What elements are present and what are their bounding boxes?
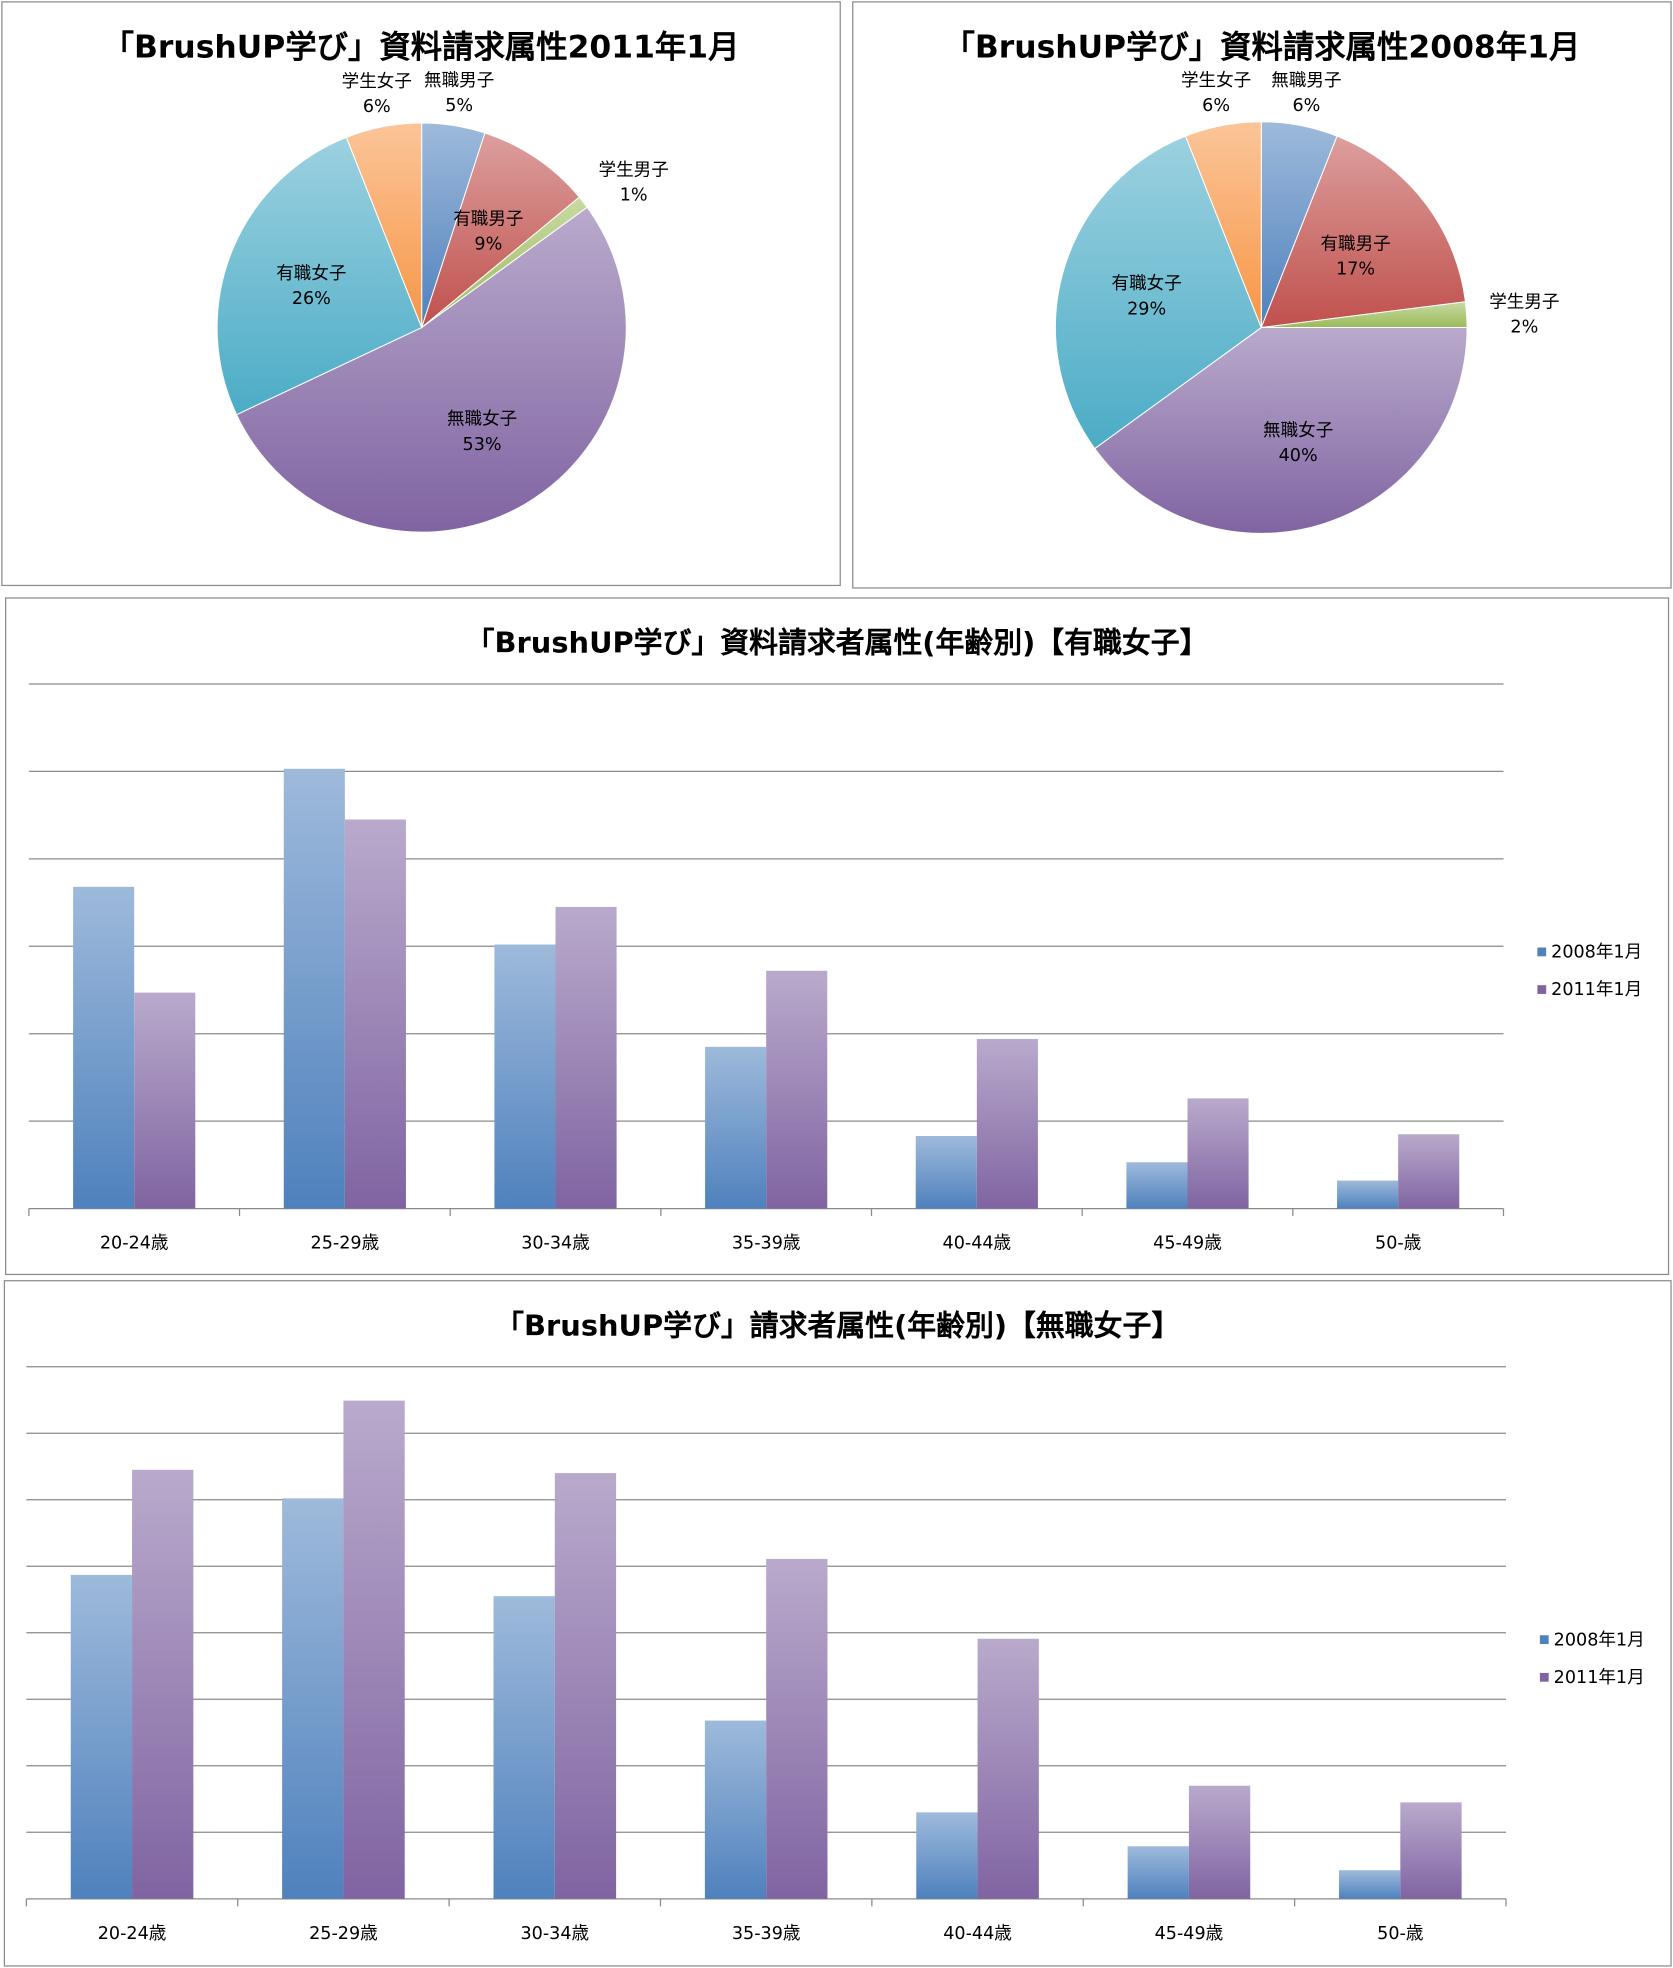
slice-percent: 6% (363, 97, 391, 117)
slice-label: 学生女子 (342, 72, 412, 92)
bar-2011年1月 (1400, 1802, 1462, 1899)
chart-title: 「BrushUP学び」資料請求者属性(年齢別)【有職女子】 (465, 627, 1209, 661)
x-tick-label: 50-歳 (1377, 1924, 1423, 1944)
x-tick-label: 30-34歳 (521, 1234, 590, 1254)
bar-2011年1月 (976, 1038, 1038, 1209)
slice-label: 学生男子 (599, 161, 669, 181)
slice-label: 有職男子 (1320, 234, 1390, 254)
slice-label: 無職女子 (447, 410, 517, 430)
pie-slice (1094, 327, 1468, 534)
bar-2008年1月 (1337, 1180, 1399, 1209)
pie-slice (235, 206, 627, 533)
slice-percent: 53% (463, 435, 502, 455)
legend-swatch (1537, 985, 1547, 994)
x-tick-label: 20-24歳 (100, 1234, 169, 1254)
legend-swatch (1537, 947, 1547, 957)
bar-2011年1月 (766, 970, 828, 1209)
pie-slice (345, 122, 423, 328)
chart-title: 「BrushUP学び」資料請求属性2011年1月 (102, 28, 740, 66)
slice-percent: 26% (292, 289, 331, 309)
bar-2008年1月 (704, 1720, 767, 1899)
bar-2008年1月 (1127, 1846, 1189, 1899)
bar-chart-working-women: 「BrushUP学び」資料請求者属性(年齢別)【有職女子】 20-24歳 25-2… (5, 597, 1670, 1276)
slice-label: 有職男子 (453, 209, 523, 229)
x-tick-label: 25-29歳 (309, 1924, 378, 1944)
bar-plot: 20-24歳 25-29歳 30-34歳 35-39歳 40-44歳 45-49歳 50-歳… (25, 1366, 1645, 1944)
pie-slice (420, 132, 581, 330)
x-tick-label: 20-24歳 (98, 1924, 167, 1944)
bar-2008年1月 (283, 768, 345, 1209)
slice-percent: 29% (1127, 299, 1166, 319)
bar-2011年1月 (343, 1400, 405, 1899)
pie-slice (1054, 135, 1262, 450)
bar-2011年1月 (554, 1473, 617, 1899)
slice-label: 学生男子 (1489, 292, 1559, 312)
bar-2011年1月 (1398, 1134, 1460, 1209)
pie-plot: 無職男子 5% 有職男子 9% 学生男子 1% 無職女子 53% 有職女子 26% 学生女子 6% (216, 71, 669, 533)
legend-swatch (1539, 1635, 1549, 1645)
chart-title: 「BrushUP学び」請求者属性(年齢別)【無職女子】 (495, 1310, 1181, 1343)
x-tick-label: 25-29歳 (311, 1234, 380, 1254)
slice-label: 無職女子 (1263, 421, 1333, 441)
slice-label: 有職女子 (1112, 274, 1182, 294)
bar-2011年1月 (344, 819, 406, 1209)
bar-2008年1月 (1339, 1870, 1401, 1899)
slice-percent: 9% (474, 235, 502, 255)
slice-percent: 6% (1202, 96, 1230, 116)
chart-title: 「BrushUP学び」資料請求属性2008年1月 (943, 28, 1581, 66)
pie-slice (1260, 135, 1467, 329)
x-tick-label: 30-34歳 (520, 1924, 589, 1944)
bar-2011年1月 (1187, 1098, 1249, 1209)
legend-swatch (1539, 1672, 1549, 1682)
bar-2011年1月 (132, 1469, 194, 1899)
x-tick-label: 35-39歳 (732, 1924, 801, 1944)
slice-percent: 1% (620, 186, 648, 206)
slice-percent: 17% (1336, 259, 1375, 279)
bar-2011年1月 (134, 992, 196, 1209)
x-tick-label: 50-歳 (1375, 1234, 1421, 1254)
legend-label: 2011年1月 (1551, 980, 1642, 1000)
slice-percent: 6% (1292, 96, 1320, 116)
pie-slice (1184, 121, 1262, 328)
bar-chart-unemployed-women: 「BrushUP学び」請求者属性(年齢別)【無職女子】 20-24歳 25-29歳… (3, 1280, 1672, 1967)
pie-chart-2008: 「BrushUP学び」資料請求属性2008年1月 無職男子 6% 有職男子 17% 学生… (852, 1, 1672, 589)
slice-label: 無職男子 (1271, 71, 1341, 91)
legend-label: 2008年1月 (1554, 1630, 1645, 1650)
pie-plot: 無職男子 6% 有職男子 17% 学生男子 2% 無職女子 40% 有職女子 29% 学生女子 6% (1054, 71, 1559, 534)
pie-slice (216, 136, 423, 416)
slice-percent: 40% (1279, 446, 1318, 466)
bar-2011年1月 (766, 1558, 828, 1899)
x-tick-label: 45-49歳 (1155, 1924, 1224, 1944)
slice-label: 学生女子 (1181, 71, 1251, 91)
bar-2011年1月 (555, 906, 617, 1209)
bar-2008年1月 (282, 1498, 344, 1899)
slice-label: 有職女子 (276, 264, 346, 284)
bar-2008年1月 (915, 1135, 977, 1209)
bar-2011年1月 (977, 1638, 1039, 1899)
bar-2008年1月 (73, 886, 135, 1209)
slice-label: 無職男子 (424, 71, 494, 91)
x-tick-label: 35-39歳 (732, 1234, 801, 1254)
legend-label: 2008年1月 (1551, 943, 1642, 963)
slice-percent: 2% (1510, 318, 1538, 338)
bar-2008年1月 (493, 1596, 555, 1899)
slice-percent: 5% (445, 96, 473, 116)
pie-chart-2011: 「BrushUP学び」資料請求属性2011年1月 無職男子 5% 有職男子 9% 学生男… (1, 1, 841, 587)
bar-2008年1月 (916, 1812, 978, 1899)
bar-2008年1月 (494, 944, 556, 1209)
x-tick-label: 40-44歳 (943, 1924, 1012, 1944)
legend-label: 2011年1月 (1554, 1668, 1645, 1688)
x-tick-label: 40-44歳 (943, 1234, 1012, 1254)
bar-2008年1月 (1126, 1162, 1188, 1209)
x-tick-label: 45-49歳 (1153, 1234, 1222, 1254)
bar-plot: 20-24歳 25-29歳 30-34歳 35-39歳 40-44歳 45-49歳 50-歳… (28, 683, 1642, 1254)
bar-2008年1月 (705, 1046, 767, 1209)
bar-2008年1月 (70, 1574, 133, 1899)
bar-2011年1月 (1188, 1785, 1251, 1899)
